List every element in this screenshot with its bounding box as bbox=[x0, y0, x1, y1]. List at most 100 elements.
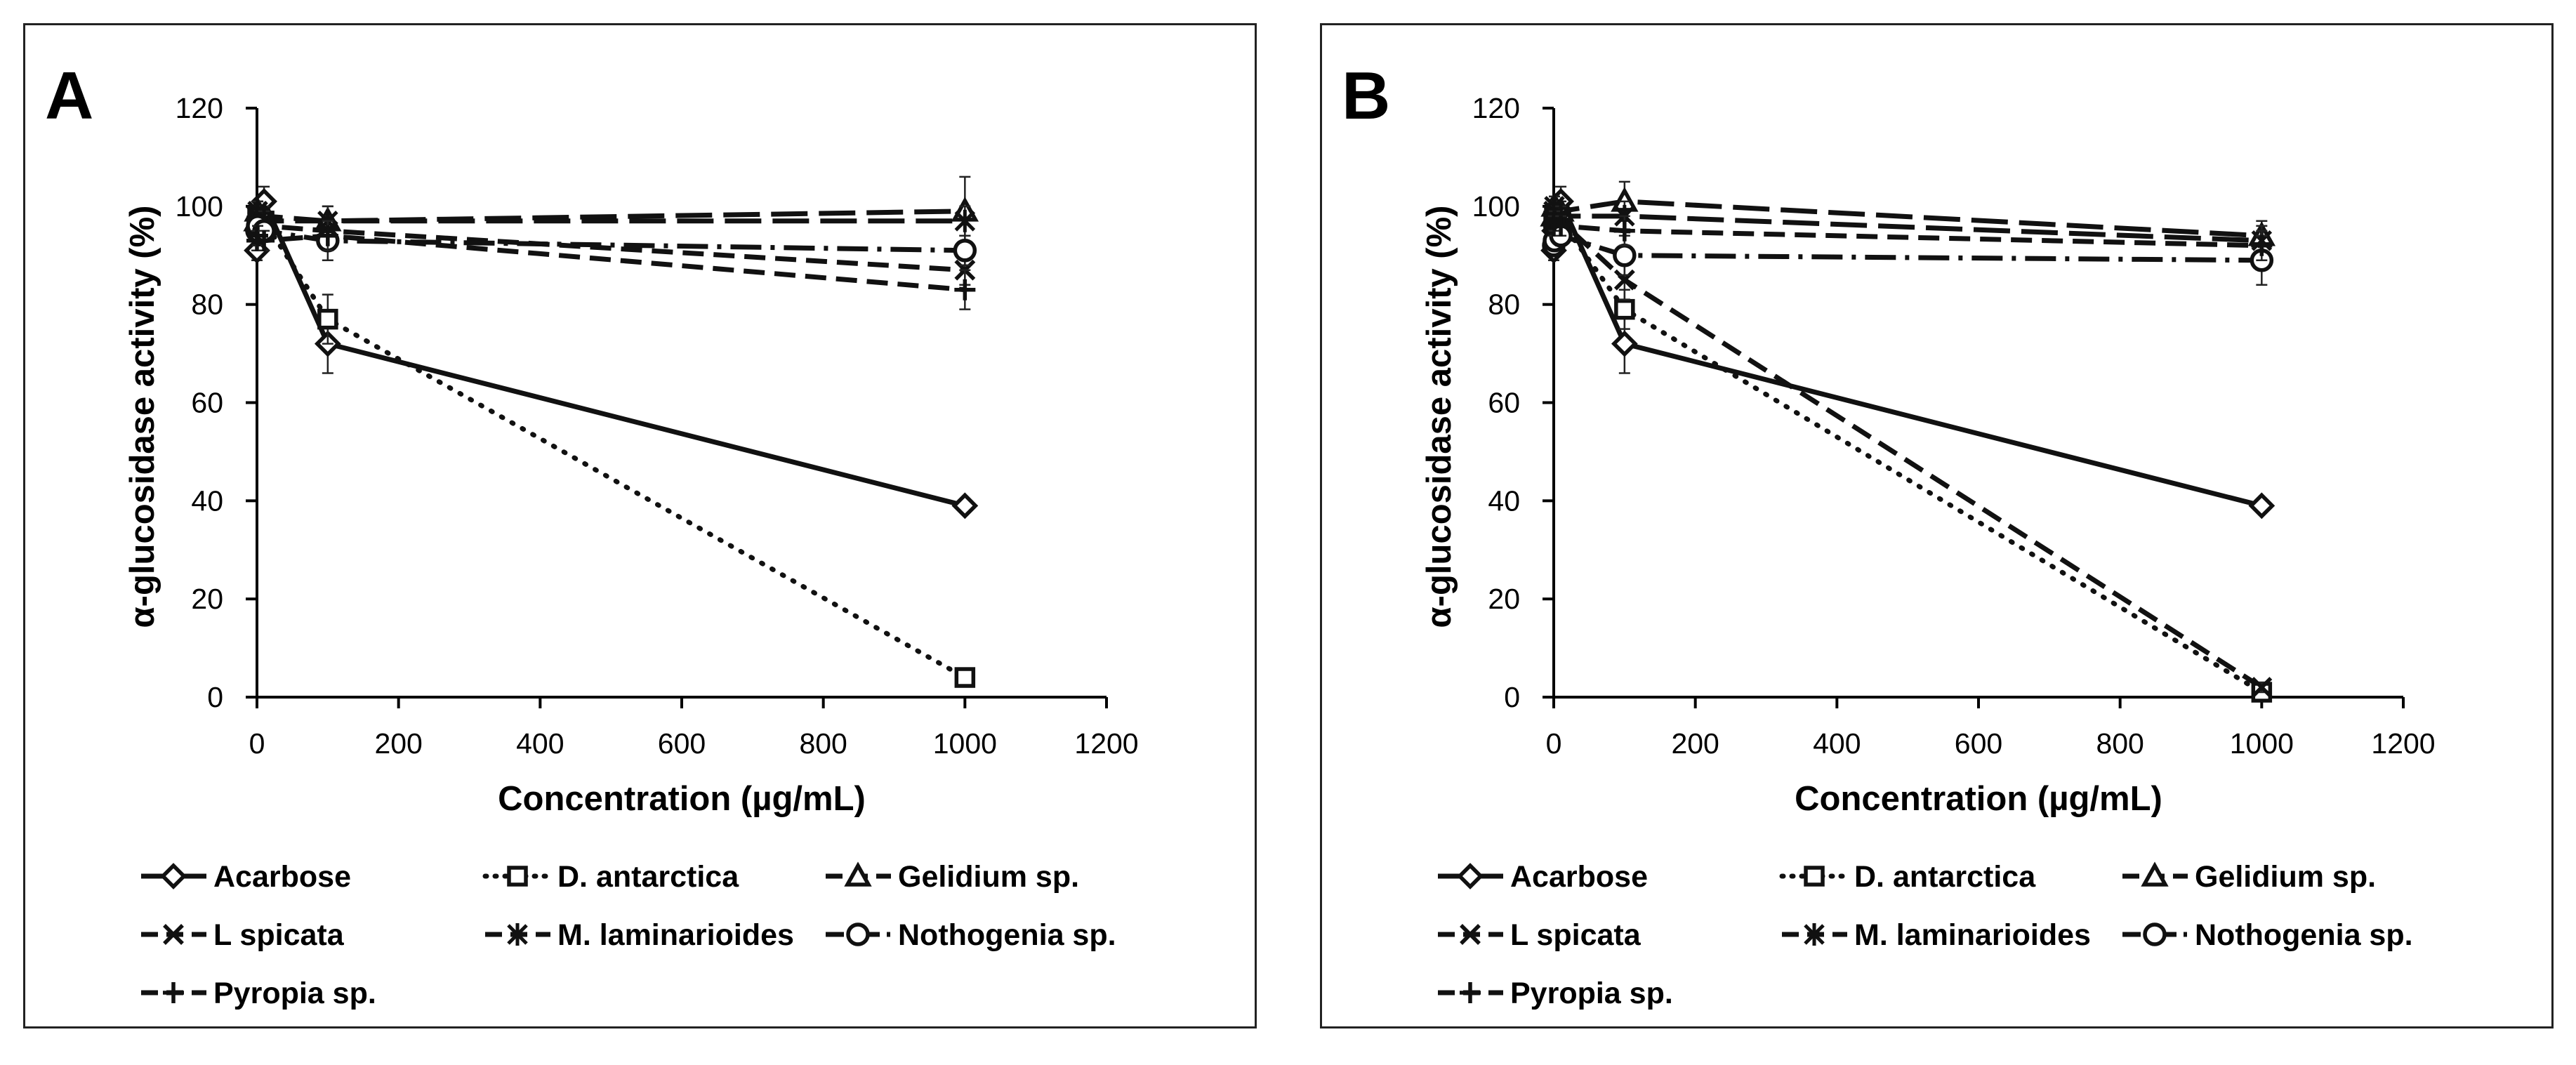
legend-label-l-spicata: L spicata bbox=[213, 918, 345, 952]
legend-marker-pyropia-sp bbox=[1460, 982, 1481, 1003]
chart-b-legend-item-d-antarctica: D. antarctica bbox=[1779, 860, 2036, 894]
chart-a-x-tick-label: 600 bbox=[658, 727, 706, 760]
chart-b-y-axis-title: α-glucosidase activity (%) bbox=[1420, 206, 1458, 628]
chart-b-x-tick-label: 1200 bbox=[2371, 727, 2435, 760]
chart-b-legend-item-pyropia-sp: Pyropia sp. bbox=[1438, 977, 1673, 1010]
chart-b-x-tick-label: 0 bbox=[1546, 727, 1562, 760]
chart-b-x-axis-title: Concentration (µg/mL) bbox=[1795, 780, 2162, 818]
d-antarctica-point bbox=[1614, 298, 1635, 320]
pyropia-sp-point bbox=[317, 225, 338, 246]
chart-b-legend-item-gelidium-sp: Gelidium sp. bbox=[2122, 860, 2376, 894]
chart-b-legend-item-nothogenia-sp: Nothogenia sp. bbox=[2122, 918, 2413, 952]
chart-b-legend-item-m-laminarioides: M. laminarioides bbox=[1782, 918, 2091, 952]
legend-marker-acarbose bbox=[1457, 863, 1484, 889]
chart-b-legend-item-acarbose: Acarbose bbox=[1438, 860, 1648, 894]
pyropia-sp-point bbox=[1550, 215, 1572, 237]
legend-marker-m-laminarioides bbox=[507, 923, 528, 946]
chart-b-y-tick-label: 100 bbox=[1472, 190, 1520, 223]
l-spicata-point bbox=[1613, 269, 1635, 291]
chart-a-markers-pyropia-sp bbox=[246, 220, 976, 310]
legend-label-l-spicata: L spicata bbox=[1510, 918, 1642, 952]
chart-a-legend-item-d-antarctica: D. antarctica bbox=[482, 860, 739, 894]
chart-b-y-tick-label: 60 bbox=[1488, 387, 1520, 419]
legend-label-pyropia-sp: Pyropia sp. bbox=[1510, 977, 1673, 1010]
d-antarctica-line bbox=[254, 213, 967, 680]
legend-label-d-antarctica: D. antarctica bbox=[557, 860, 739, 894]
legend-marker-d-antarctica bbox=[1804, 866, 1825, 887]
legend-marker-nothogenia-sp bbox=[2143, 922, 2167, 946]
chart-a-panel-label: A bbox=[45, 58, 93, 133]
legend-marker-gelidium-sp bbox=[2141, 861, 2169, 887]
nothogenia-sp-point bbox=[953, 239, 977, 263]
legend-label-gelidium-sp: Gelidium sp. bbox=[898, 860, 1079, 894]
chart-a-legend-item-acarbose: Acarbose bbox=[141, 860, 351, 894]
chart-b-markers-d-antarctica bbox=[1543, 205, 2273, 703]
pyropia-sp-point bbox=[954, 279, 976, 300]
m-laminarioides-point bbox=[954, 209, 976, 232]
legend-label-acarbose: Acarbose bbox=[213, 860, 351, 894]
chart-a-legend-item-gelidium-sp: Gelidium sp. bbox=[826, 860, 1079, 894]
legend-label-d-antarctica: D. antarctica bbox=[1854, 860, 2036, 894]
legend-marker-d-antarctica bbox=[507, 866, 528, 887]
acarbose-point bbox=[1611, 330, 1638, 357]
chart-b-x-tick-label: 1000 bbox=[2230, 727, 2294, 760]
pyropia-sp-point bbox=[1613, 220, 1635, 242]
chart-a-y-tick-label: 60 bbox=[191, 387, 223, 419]
legend-label-gelidium-sp: Gelidium sp. bbox=[2195, 860, 2376, 894]
legend-label-m-laminarioides: M. laminarioides bbox=[557, 918, 794, 952]
chart-a-y-tick-label: 80 bbox=[191, 289, 223, 321]
chart-b-x-tick-label: 800 bbox=[2096, 727, 2144, 760]
pyropia-sp-point bbox=[253, 230, 275, 251]
chart-a-y-axis-title: α-glucosidase activity (%) bbox=[124, 206, 161, 628]
l-spicata-point bbox=[2251, 677, 2273, 698]
legend-label-pyropia-sp: Pyropia sp. bbox=[213, 977, 376, 1010]
chart-a-y-tick-label: 120 bbox=[176, 92, 223, 124]
chart-a-y-tick-label: 0 bbox=[207, 681, 223, 713]
chart-a-x-tick-label: 800 bbox=[799, 727, 847, 760]
legend-marker-gelidium-sp bbox=[844, 861, 872, 887]
chart-a-series-d-antarctica bbox=[254, 213, 967, 680]
chart-a-legend-item-l-spicata: L spicata bbox=[141, 918, 345, 952]
chart-panel-b: B 0 20 40 60 80 100 120 0 200 400 600 800 1000 1200 Con… bbox=[1320, 23, 2554, 1028]
legend-marker-m-laminarioides bbox=[1804, 923, 1825, 946]
legend-label-acarbose: Acarbose bbox=[1510, 860, 1648, 894]
chart-b-panel-label: B bbox=[1342, 58, 1390, 133]
legend-marker-pyropia-sp bbox=[163, 982, 184, 1003]
chart-a-y-tick-label: 20 bbox=[191, 583, 223, 615]
acarbose-point bbox=[2248, 492, 2276, 520]
chart-a-legend-item-nothogenia-sp: Nothogenia sp. bbox=[826, 918, 1116, 952]
chart-b-markers-l-spicata bbox=[1543, 205, 2273, 698]
chart-b-x-tick-label: 200 bbox=[1671, 727, 1719, 760]
pyropia-sp-point bbox=[2251, 234, 2273, 256]
chart-b-y-tick-label: 20 bbox=[1488, 583, 1520, 615]
chart-a-x-axis-title: Concentration (µg/mL) bbox=[498, 780, 866, 818]
chart-a-markers-gelidium-sp bbox=[243, 176, 979, 247]
chart-b-series-l-spicata bbox=[1551, 213, 2264, 689]
chart-b-y-tick-label: 80 bbox=[1488, 289, 1520, 321]
legend-marker-nothogenia-sp bbox=[846, 922, 870, 946]
chart-b-y-tick-label: 0 bbox=[1504, 681, 1520, 713]
chart-b-markers-pyropia-sp bbox=[1543, 210, 2273, 261]
legend-marker-l-spicata bbox=[163, 924, 184, 945]
acarbose-point bbox=[951, 492, 979, 520]
chart-a-legend-item-pyropia-sp: Pyropia sp. bbox=[141, 977, 376, 1010]
chart-a-x-tick-label: 0 bbox=[249, 727, 265, 760]
chart-b-legend-item-l-spicata: L spicata bbox=[1438, 918, 1642, 952]
chart-a-x-tick-label: 1200 bbox=[1074, 727, 1138, 760]
chart-b-x-tick-label: 400 bbox=[1813, 727, 1861, 760]
chart-a-x-tick-label: 400 bbox=[516, 727, 564, 760]
legend-marker-acarbose bbox=[160, 863, 187, 889]
legend-label-nothogenia-sp: Nothogenia sp. bbox=[2195, 918, 2413, 952]
legend-label-nothogenia-sp: Nothogenia sp. bbox=[898, 918, 1116, 952]
chart-a-y-tick-label: 40 bbox=[191, 484, 223, 517]
d-antarctica-point bbox=[317, 308, 338, 330]
chart-panel-a: A 0 20 40 60 80 100 120 0 200 400 600 800 1000 1200 Con… bbox=[23, 23, 1257, 1028]
chart-b-y-tick-label: 40 bbox=[1488, 484, 1520, 517]
chart-a-x-tick-label: 1000 bbox=[933, 727, 997, 760]
l-spicata-line bbox=[1551, 213, 2264, 689]
chart-b-x-tick-label: 600 bbox=[1955, 727, 2002, 760]
legend-marker-l-spicata bbox=[1460, 924, 1481, 945]
chart-a-y-tick-label: 100 bbox=[176, 190, 223, 223]
